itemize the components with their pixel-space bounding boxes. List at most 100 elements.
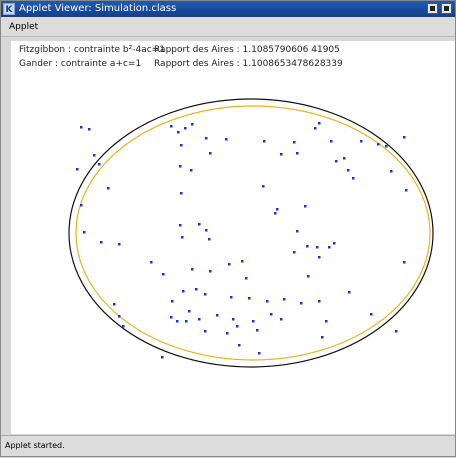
k-icon[interactable]: K <box>3 3 15 15</box>
fitzgibbon-constraint-label: Fitzgibbon : contrainte b²-4ac=1 <box>19 45 165 55</box>
data-point-20 <box>180 144 183 147</box>
data-point-28 <box>198 223 201 226</box>
data-point-31 <box>181 236 184 239</box>
maximize-button[interactable] <box>441 3 452 14</box>
data-point-35 <box>245 277 248 280</box>
minimize-icon <box>430 6 435 11</box>
data-point-56 <box>252 320 255 323</box>
gander-constraint-label: Gander : contrainte a+c=1 <box>19 59 142 69</box>
data-point-69 <box>304 205 307 208</box>
data-point-71 <box>293 251 296 254</box>
data-point-87 <box>385 145 388 148</box>
data-point-70 <box>296 230 299 233</box>
data-point-4 <box>76 168 79 171</box>
points-layer <box>76 122 408 359</box>
data-point-93 <box>325 320 328 323</box>
data-point-33 <box>228 263 231 266</box>
data-point-36 <box>191 268 194 271</box>
menu-bar: Applet <box>1 17 455 37</box>
data-point-11 <box>118 315 121 318</box>
data-point-65 <box>296 152 299 155</box>
data-point-62 <box>263 140 266 143</box>
data-point-22 <box>209 152 212 155</box>
data-point-75 <box>333 242 336 245</box>
data-point-15 <box>162 273 165 276</box>
data-point-50 <box>198 318 201 321</box>
data-point-5 <box>107 187 110 190</box>
data-point-51 <box>204 330 207 333</box>
data-point-10 <box>113 303 116 306</box>
data-point-45 <box>171 300 174 303</box>
data-point-8 <box>100 241 103 244</box>
data-point-60 <box>238 344 241 347</box>
minimize-button[interactable] <box>427 3 438 14</box>
data-point-39 <box>204 293 207 296</box>
data-point-41 <box>248 297 251 300</box>
fitzgibbon-area-ratio: Rapport des Aires : 1.1085790606 41905 <box>154 45 340 55</box>
ellipse-gander <box>75 105 431 361</box>
data-point-19 <box>191 123 194 126</box>
data-point-79 <box>318 122 321 125</box>
data-point-94 <box>321 336 324 339</box>
data-point-77 <box>307 275 310 278</box>
data-point-37 <box>182 290 185 293</box>
data-point-3 <box>98 163 101 166</box>
data-point-84 <box>352 177 355 180</box>
data-point-1 <box>88 128 91 131</box>
data-point-78 <box>314 127 317 130</box>
data-point-21 <box>205 137 208 140</box>
data-point-72 <box>306 245 309 248</box>
data-point-0 <box>80 126 83 129</box>
status-text: Applet started. <box>5 441 65 450</box>
data-point-18 <box>184 127 187 130</box>
data-point-26 <box>180 192 183 195</box>
menu-applet[interactable]: Applet <box>9 22 39 32</box>
data-point-40 <box>230 296 233 299</box>
data-point-2 <box>93 154 96 157</box>
data-point-90 <box>405 189 408 192</box>
data-point-92 <box>318 300 321 303</box>
data-point-96 <box>395 330 398 333</box>
data-point-30 <box>208 238 211 241</box>
data-point-53 <box>232 318 235 321</box>
data-point-97 <box>403 261 406 264</box>
data-point-80 <box>330 140 333 143</box>
data-point-83 <box>347 169 350 172</box>
data-point-7 <box>83 231 86 234</box>
data-point-47 <box>176 320 179 323</box>
data-point-25 <box>190 169 193 172</box>
data-point-89 <box>390 170 393 173</box>
data-point-49 <box>185 320 188 323</box>
data-point-16 <box>170 125 173 128</box>
maximize-icon <box>444 6 449 11</box>
data-point-91 <box>348 291 351 294</box>
data-point-88 <box>403 136 406 139</box>
data-point-55 <box>226 332 229 335</box>
data-point-81 <box>335 160 338 163</box>
data-point-38 <box>195 288 198 291</box>
data-point-23 <box>225 138 228 141</box>
data-point-43 <box>283 298 286 301</box>
data-point-42 <box>266 300 269 303</box>
data-point-67 <box>276 208 279 211</box>
data-point-48 <box>188 310 191 313</box>
data-point-74 <box>328 246 331 249</box>
data-point-82 <box>343 157 346 160</box>
data-point-13 <box>161 356 164 359</box>
data-point-34 <box>241 260 244 263</box>
ellipse-fitzgibbon <box>68 98 434 368</box>
data-point-52 <box>216 314 219 317</box>
title-bar[interactable]: K Applet Viewer: Simulation.class <box>1 1 455 17</box>
data-point-86 <box>377 143 380 146</box>
gander-area-ratio: Rapport des Aires : 1.1008653478628339 <box>154 59 343 69</box>
window-title: Applet Viewer: Simulation.class <box>19 3 177 14</box>
status-bar: Applet started. <box>1 435 455 456</box>
data-point-63 <box>280 153 283 156</box>
data-point-76 <box>318 256 321 259</box>
data-point-61 <box>258 352 261 355</box>
data-point-17 <box>177 131 180 134</box>
data-point-59 <box>280 318 283 321</box>
data-point-68 <box>274 212 277 215</box>
data-point-27 <box>179 224 182 227</box>
